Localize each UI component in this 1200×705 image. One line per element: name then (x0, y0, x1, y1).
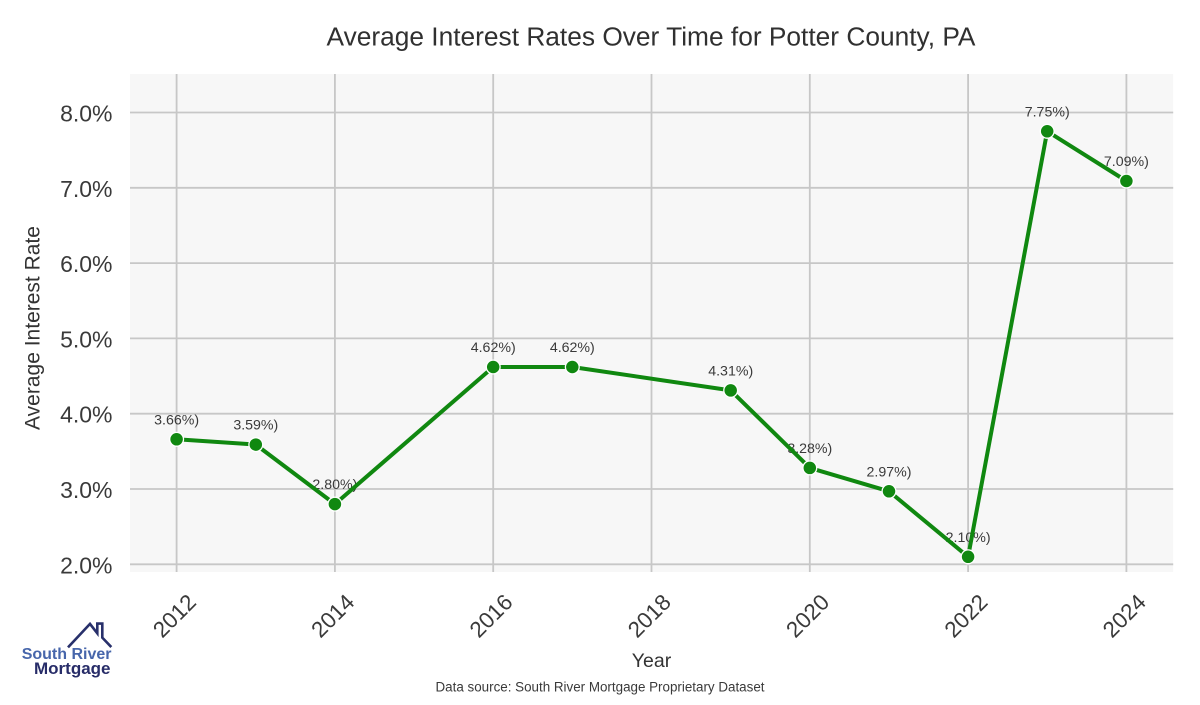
svg-text:7.75%): 7.75%) (1025, 104, 1070, 120)
svg-text:Year: Year (632, 650, 672, 672)
svg-text:4.31%): 4.31%) (708, 363, 753, 379)
svg-text:4.62%): 4.62%) (471, 340, 516, 356)
svg-text:2.80%): 2.80%) (312, 477, 357, 493)
svg-text:4.0%: 4.0% (60, 402, 112, 428)
svg-text:5.0%: 5.0% (60, 326, 112, 352)
svg-text:3.66%): 3.66%) (154, 412, 199, 428)
svg-text:Mortgage: Mortgage (34, 659, 111, 678)
svg-text:Data source: South River Mortg: Data source: South River Mortgage Propri… (436, 680, 765, 695)
svg-text:2.97%): 2.97%) (867, 464, 912, 480)
svg-text:7.0%: 7.0% (60, 176, 112, 202)
svg-text:2.0%: 2.0% (60, 552, 112, 578)
svg-text:2.10%): 2.10%) (946, 530, 991, 546)
svg-text:3.59%): 3.59%) (233, 418, 278, 434)
svg-text:3.28%): 3.28%) (787, 441, 832, 457)
svg-text:8.0%: 8.0% (60, 101, 112, 127)
svg-text:7.09%): 7.09%) (1104, 154, 1149, 170)
svg-text:Average Interest Rates Over Ti: Average Interest Rates Over Time for Pot… (327, 22, 976, 52)
svg-text:Average Interest Rate: Average Interest Rate (22, 226, 45, 430)
svg-text:6.0%: 6.0% (60, 251, 112, 277)
svg-text:4.62%): 4.62%) (550, 340, 595, 356)
svg-text:3.0%: 3.0% (60, 477, 112, 503)
svg-text:South River: South River (22, 646, 112, 663)
